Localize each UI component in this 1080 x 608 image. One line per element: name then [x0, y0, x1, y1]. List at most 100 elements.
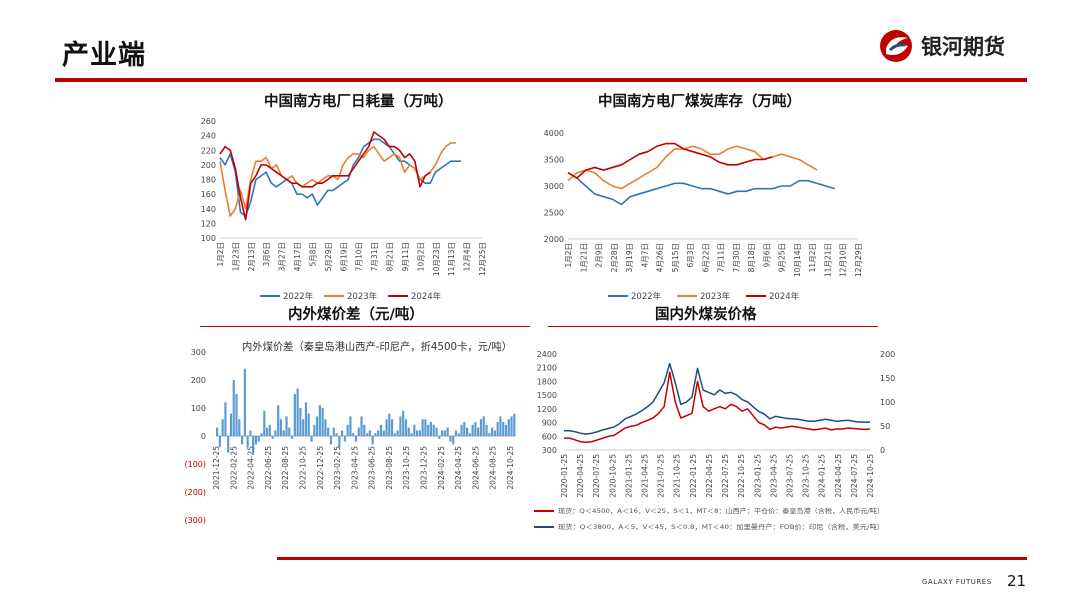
x-tick-label: 2022-08-25 [281, 446, 290, 490]
series-line [567, 142, 773, 179]
bar [282, 430, 285, 436]
x-tick-label: 10月23日 [432, 242, 441, 276]
bar [260, 433, 263, 436]
x-tick-label: 2022-04-25 [705, 454, 714, 498]
bar [307, 413, 310, 436]
x-tick-label: 7月30日 [732, 243, 741, 272]
x-tick-label: 2021-04-25 [641, 454, 650, 498]
header-divider [55, 78, 1027, 82]
bar [277, 405, 280, 436]
x-tick-label: 5月29日 [324, 242, 333, 271]
x-tick-label: 2021-10-25 [673, 454, 682, 498]
x-tick-label: 2023-08-25 [385, 446, 394, 490]
bar [416, 430, 419, 436]
x-tick-label: 2024-04-25 [834, 454, 843, 498]
x-tick-label: 2022-07-25 [721, 454, 730, 498]
y-left-tick-label: 1800 [537, 377, 557, 386]
bar [402, 410, 405, 436]
x-tick-label: 2023-12-25 [420, 446, 429, 490]
bar [246, 436, 249, 448]
y-right-tick-label: 0 [880, 446, 885, 455]
chart-consumption: 中国南方电厂日耗量（万吨） 100 120 140 160 180 200 220 240 26… [190, 88, 512, 302]
bar [221, 419, 224, 436]
y-right-tick-label: 50 [880, 422, 890, 431]
y-tick-label: 0 [201, 432, 206, 441]
x-tick-label: 2024-10-25 [506, 446, 515, 490]
section-divider-right [548, 326, 878, 327]
series-line [564, 371, 871, 443]
x-tick-label: 12月4日 [463, 242, 472, 271]
bar [385, 419, 388, 436]
spread-plot: 内外煤价差（秦皇岛港山西产-印尼产，折4500卡，元/吨） 300 200 100 0 (… [184, 340, 516, 525]
x-tick-label: 2023-01-25 [753, 454, 762, 498]
x-tick-label: 2023-04-25 [350, 446, 359, 490]
x-tick-label: 3月19日 [625, 243, 634, 272]
x-tick-label: 2024-01-25 [818, 454, 827, 498]
chart-spread: 内外煤价差（元/吨） 内外煤价差（秦皇岛港山西产-印尼产，折4500卡，元/吨）… [180, 300, 530, 535]
x-tick-label: 6月3日 [686, 243, 695, 268]
y-left-tick-label: 2400 [537, 350, 557, 359]
bar [396, 430, 399, 436]
bar [471, 424, 474, 436]
bar [349, 416, 352, 436]
x-tick-label: 2月28日 [610, 243, 619, 272]
inventory-plot: 2000 2500 3000 3500 4000 1月2日 1月21日 2月9日 2月28日 3月… [544, 129, 863, 302]
bar [357, 427, 360, 436]
y-left-tick-label: 1500 [537, 391, 557, 400]
consumption-plot: 100 120 140 160 180 200 220 240 260 1月2日 1月23日 2月13… [201, 117, 487, 302]
x-tick-label: 2022-02-25 [229, 446, 238, 490]
bar [391, 419, 394, 436]
bar [460, 424, 463, 436]
bar [227, 436, 230, 453]
x-tick-label: 10月2日 [416, 242, 425, 271]
bar [366, 433, 369, 436]
bar [274, 430, 277, 436]
y-right-tick-label: 150 [880, 374, 895, 383]
bar [485, 424, 488, 436]
x-tick-label: 2023-02-25 [333, 446, 342, 490]
bar [266, 427, 269, 436]
y-tick-label: 140 [201, 205, 216, 214]
bar [393, 433, 396, 436]
x-tick-label: 2024-07-25 [850, 454, 859, 498]
bar [513, 413, 516, 436]
section-divider-left [200, 326, 530, 327]
legend-label: 2022年 [631, 291, 662, 302]
bar [441, 430, 444, 436]
bar [291, 436, 294, 439]
bar [299, 408, 302, 436]
x-tick-label: 2022-10-25 [298, 446, 307, 490]
bar [254, 436, 258, 445]
bar [429, 422, 433, 436]
chart-price: 国内外煤炭价格 300 600 900 1200 1500 1800 2100 2400 0 50… [530, 300, 910, 548]
chart-title: 中国南方电厂煤炭库存（万吨） [598, 94, 801, 110]
y-tick-label: 2000 [544, 235, 564, 244]
y-left-tick-label: 900 [542, 419, 557, 428]
chart-inventory: 中国南方电厂煤炭库存（万吨） 2000 2500 3000 3500 4000 1月2日 1… [530, 88, 880, 302]
y-tick-label: 220 [201, 146, 216, 155]
bar [321, 408, 324, 436]
x-tick-label: 2月13日 [247, 242, 256, 271]
y-tick-label: 3500 [544, 156, 564, 165]
y-tick-label: 200 [191, 376, 206, 385]
bar [407, 427, 410, 436]
bar [363, 424, 366, 436]
page-number: 21 [1007, 572, 1027, 590]
bar [443, 430, 446, 436]
x-tick-label: 3月27日 [278, 242, 287, 271]
y-tick-label: (200) [184, 488, 206, 497]
bar [457, 433, 460, 436]
bar [399, 416, 402, 436]
bar [510, 416, 513, 436]
bar [374, 433, 377, 436]
y-tick-label: 100 [201, 234, 216, 243]
bar [304, 402, 308, 436]
bar [241, 436, 244, 445]
x-tick-label: 9月25日 [778, 243, 787, 272]
x-tick-label: 2023-04-25 [769, 454, 778, 498]
bar [377, 430, 380, 436]
bar [452, 436, 455, 445]
x-tick-label: 7月11日 [717, 243, 726, 272]
y-tick-label: (100) [184, 460, 206, 469]
company-logo: 银河期货 [878, 28, 1028, 64]
